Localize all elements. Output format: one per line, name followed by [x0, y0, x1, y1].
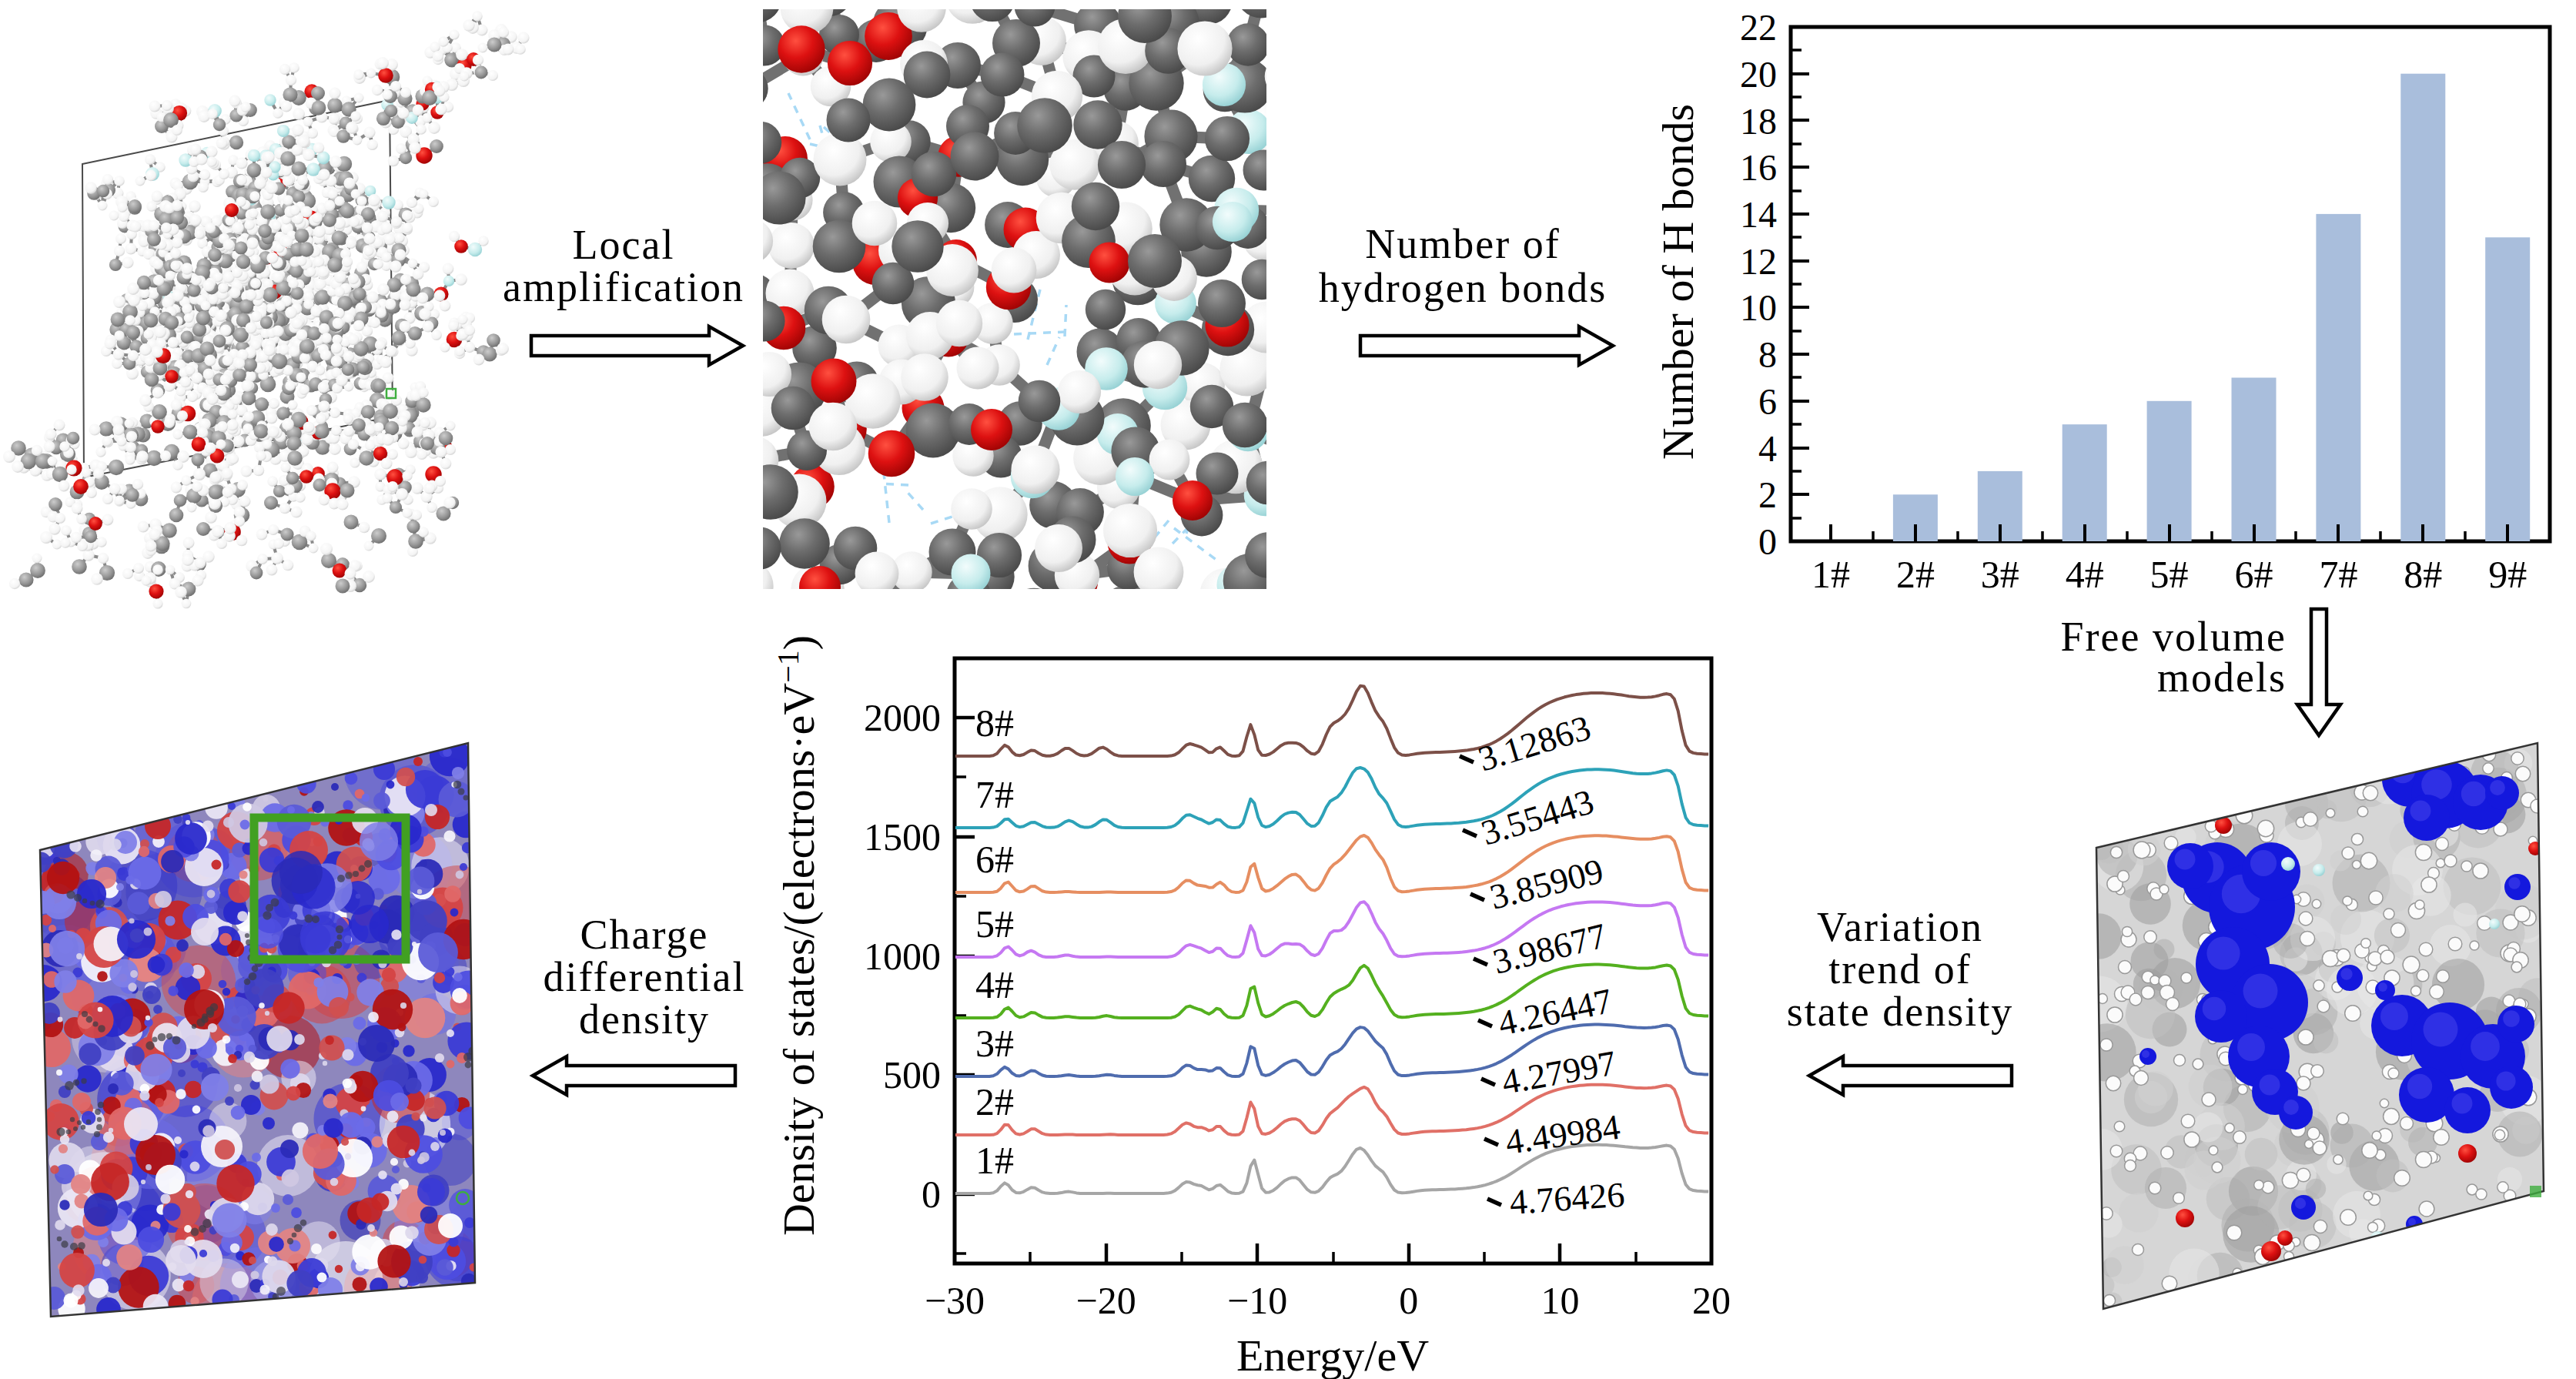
svg-text:0: 0 — [1758, 521, 1777, 562]
svg-text:7#: 7# — [975, 773, 1014, 816]
svg-text:20: 20 — [1692, 1279, 1731, 1322]
svg-text:4#: 4# — [2066, 553, 2104, 596]
svg-text:7#: 7# — [2319, 553, 2357, 596]
svg-text:6#: 6# — [2235, 553, 2273, 596]
svg-text:8#: 8# — [975, 701, 1014, 745]
svg-text:10: 10 — [1740, 287, 1777, 328]
svg-text:4: 4 — [1758, 428, 1777, 469]
svg-text:2: 2 — [1758, 474, 1777, 515]
svg-text:10: 10 — [1541, 1279, 1579, 1322]
svg-text:hydrogen bonds: hydrogen bonds — [1319, 265, 1607, 311]
svg-text:−20: −20 — [1076, 1279, 1136, 1322]
svg-text:Variation: Variation — [1817, 904, 1983, 950]
svg-text:8: 8 — [1758, 334, 1777, 375]
svg-text:20: 20 — [1740, 54, 1777, 95]
svg-text:22: 22 — [1740, 7, 1777, 48]
svg-text:−30: −30 — [925, 1279, 985, 1322]
svg-text:Density of states/(electrons·e: Density of states/(electrons·eV−1) — [771, 635, 824, 1236]
svg-text:1000: 1000 — [864, 935, 941, 978]
svg-text:500: 500 — [883, 1053, 941, 1096]
svg-text:18: 18 — [1740, 101, 1777, 142]
svg-text:1#: 1# — [1812, 553, 1850, 596]
svg-text:12: 12 — [1740, 241, 1777, 282]
svg-text:trend of: trend of — [1828, 946, 1971, 992]
svg-text:Number of: Number of — [1365, 221, 1560, 267]
svg-text:3#: 3# — [975, 1022, 1014, 1065]
svg-text:Free volume: Free volume — [2061, 614, 2287, 660]
svg-text:density: density — [579, 996, 710, 1043]
svg-text:9#: 9# — [2488, 553, 2527, 596]
svg-text:differential: differential — [544, 954, 746, 1000]
svg-text:−10: −10 — [1227, 1279, 1287, 1322]
svg-text:2000: 2000 — [864, 696, 941, 739]
svg-text:3#: 3# — [1981, 553, 2019, 596]
svg-text:8#: 8# — [2404, 553, 2442, 596]
svg-text:Energy/eV: Energy/eV — [1236, 1330, 1429, 1379]
svg-text:16: 16 — [1740, 147, 1777, 188]
svg-text:1#: 1# — [975, 1139, 1014, 1182]
svg-text:0: 0 — [1399, 1279, 1418, 1322]
svg-text:6#: 6# — [975, 838, 1014, 881]
svg-text:2#: 2# — [975, 1080, 1014, 1123]
svg-text:4#: 4# — [975, 963, 1014, 1006]
svg-text:14: 14 — [1740, 194, 1777, 235]
svg-text:state density: state density — [1787, 989, 2013, 1035]
svg-text:1500: 1500 — [864, 815, 941, 859]
svg-text:Number of H bonds: Number of H bonds — [1653, 104, 1703, 460]
svg-text:2#: 2# — [1896, 553, 1935, 596]
svg-text:Charge: Charge — [580, 912, 709, 958]
svg-text:5#: 5# — [2150, 553, 2189, 596]
svg-text:models: models — [2157, 654, 2287, 701]
svg-text:amplification: amplification — [503, 264, 744, 310]
svg-text:6: 6 — [1758, 381, 1777, 422]
svg-text:5#: 5# — [975, 902, 1014, 946]
svg-text:4.76426: 4.76426 — [1508, 1175, 1626, 1222]
svg-text:Local: Local — [573, 222, 675, 268]
svg-text:0: 0 — [922, 1173, 941, 1216]
